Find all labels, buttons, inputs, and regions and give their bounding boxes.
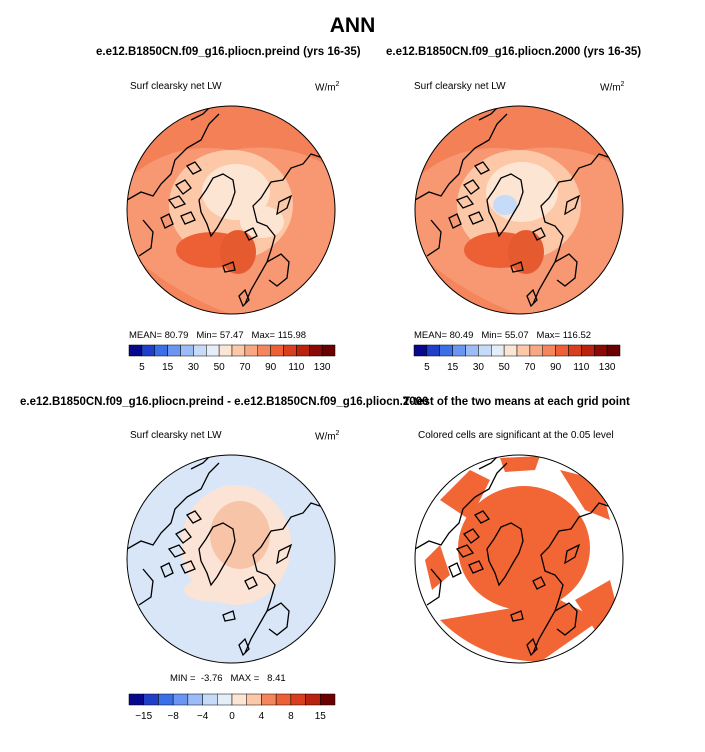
colorbar-preind-swatch bbox=[244, 344, 258, 357]
map-preind bbox=[126, 105, 336, 315]
colorbar-diff-tick-label: 4 bbox=[259, 711, 265, 722]
colorbar-2000-swatch bbox=[606, 344, 621, 357]
colorbar-preind-tick-label: 5 bbox=[139, 362, 145, 373]
colorbar-diff-swatch bbox=[172, 693, 189, 706]
colorbar-diff-tick-label: 15 bbox=[315, 711, 327, 722]
units-label-preind: W/m2 bbox=[315, 81, 340, 94]
colorbar-2000-tick-label: 15 bbox=[447, 362, 459, 373]
colorbar-2000-tick-label: 30 bbox=[473, 362, 485, 373]
colorbar-2000-swatch bbox=[568, 344, 582, 357]
colorbar-diff-swatch bbox=[128, 693, 144, 706]
colorbar-diff-swatch bbox=[261, 693, 277, 706]
colorbar-preind-swatch bbox=[128, 344, 143, 357]
colorbar-diff-swatch bbox=[290, 693, 306, 706]
colorbar-diff-tick-label: −4 bbox=[197, 711, 209, 722]
colorbar-preind-swatch bbox=[167, 344, 181, 357]
colorbar-diff: −15 −8 −4 0 4 8 15 bbox=[128, 693, 336, 722]
colorbar-preind-swatch bbox=[257, 344, 271, 357]
colorbar-2000-swatch bbox=[555, 344, 569, 357]
colorbar-preind-tick-label: 30 bbox=[188, 362, 200, 373]
colorbar-preind-swatch bbox=[321, 344, 336, 357]
colorbar-diff-tick-label: −8 bbox=[167, 711, 179, 722]
colorbar-preind-tick-label: 110 bbox=[288, 362, 304, 373]
colorbar-preind-swatch bbox=[283, 344, 297, 357]
colorbar-diff-swatch bbox=[187, 693, 203, 706]
colorbar-diff-swatch bbox=[246, 693, 262, 706]
colorbar-diff-swatch bbox=[320, 693, 336, 706]
map-2000 bbox=[414, 105, 624, 315]
colorbar-2000-tick-label: 50 bbox=[499, 362, 511, 373]
panel-title-diff: e.e12.B1850CN.f09_g16.pliocn.preind - e.… bbox=[20, 396, 429, 408]
variable-label-diff: Surf clearsky net LW bbox=[130, 430, 222, 441]
units-label-diff: W/m2 bbox=[315, 430, 340, 443]
colorbar-preind-swatch bbox=[231, 344, 246, 357]
variable-label-preind: Surf clearsky net LW bbox=[130, 81, 222, 92]
colorbar-2000-swatch bbox=[413, 344, 428, 357]
variable-label-2000: Surf clearsky net LW bbox=[414, 81, 506, 92]
colorbar-preind-tick-label: 130 bbox=[314, 362, 331, 373]
colorbar-2000-swatch bbox=[529, 344, 543, 357]
colorbar-2000-swatch bbox=[594, 344, 608, 357]
colorbar-preind-tick-label: 90 bbox=[265, 362, 277, 373]
colorbar-diff-tick-label: 0 bbox=[229, 711, 235, 722]
colorbar-preind: 5 15 30 50 70 90 110 130 bbox=[128, 344, 336, 373]
colorbar-2000-tick-label: 5 bbox=[424, 362, 430, 373]
stats-preind: MEAN= 80.79 Min= 57.47 Max= 115.98 bbox=[129, 330, 307, 341]
colorbar-preind-swatch bbox=[218, 344, 233, 357]
colorbar-diff-swatch bbox=[217, 693, 233, 706]
colorbar-2000-swatch bbox=[452, 344, 466, 357]
colorbar-preind-tick-label: 15 bbox=[162, 362, 174, 373]
map-diff bbox=[126, 454, 336, 664]
figure-title: ANN bbox=[329, 14, 376, 37]
colorbar-diff-swatch bbox=[202, 693, 218, 706]
colorbar-preind-swatch bbox=[206, 344, 220, 357]
stats-diff: MIN = -3.76 MAX = 8.41 bbox=[170, 673, 286, 684]
ttest-subtitle: Colored cells are significant at the 0.0… bbox=[418, 430, 614, 441]
colorbar-2000-tick-label: 90 bbox=[550, 362, 562, 373]
colorbar-2000-swatch bbox=[503, 344, 518, 357]
units-label-2000: W/m2 bbox=[600, 81, 625, 94]
stats-2000: MEAN= 80.49 Min= 55.07 Max= 116.52 bbox=[414, 330, 592, 341]
colorbar-2000-swatch bbox=[542, 344, 556, 357]
colorbar-preind-tick-label: 70 bbox=[239, 362, 251, 373]
colorbar-preind-swatch bbox=[309, 344, 323, 357]
colorbar-2000-swatch bbox=[439, 344, 453, 357]
colorbar-2000-tick-label: 110 bbox=[573, 362, 589, 373]
colorbar-preind-swatch bbox=[193, 344, 207, 357]
colorbar-diff-tick-label: −15 bbox=[135, 711, 152, 722]
colorbar-2000-swatch bbox=[465, 344, 479, 357]
colorbar-diff-swatch bbox=[231, 693, 247, 706]
colorbar-2000: 5 15 30 50 70 90 110 130 bbox=[413, 344, 621, 373]
colorbar-2000-swatch bbox=[491, 344, 505, 357]
colorbar-preind-tick-label: 50 bbox=[214, 362, 226, 373]
colorbar-2000-swatch bbox=[581, 344, 595, 357]
colorbar-preind-swatch bbox=[154, 344, 168, 357]
colorbar-2000-swatch bbox=[478, 344, 492, 357]
panel-title-ttest: T-test of the two means at each grid poi… bbox=[403, 396, 630, 408]
colorbar-preind-swatch bbox=[141, 344, 155, 357]
colorbar-2000-swatch bbox=[516, 344, 531, 357]
colorbar-2000-tick-label: 70 bbox=[524, 362, 536, 373]
colorbar-2000-swatch bbox=[426, 344, 440, 357]
panel-title-preind: e.e12.B1850CN.f09_g16.pliocn.preind (yrs… bbox=[96, 46, 361, 58]
colorbar-preind-swatch bbox=[296, 344, 310, 357]
colorbar-diff-swatch bbox=[275, 693, 292, 706]
colorbar-2000-tick-label: 130 bbox=[599, 362, 616, 373]
colorbar-diff-swatch bbox=[305, 693, 321, 706]
colorbar-preind-swatch bbox=[270, 344, 284, 357]
map-ttest bbox=[414, 454, 624, 664]
colorbar-diff-swatch bbox=[158, 693, 174, 706]
colorbar-diff-tick-label: 8 bbox=[288, 711, 294, 722]
panel-title-2000: e.e12.B1850CN.f09_g16.pliocn.2000 (yrs 1… bbox=[386, 46, 642, 58]
colorbar-diff-swatch bbox=[143, 693, 159, 706]
colorbar-preind-swatch bbox=[180, 344, 194, 357]
